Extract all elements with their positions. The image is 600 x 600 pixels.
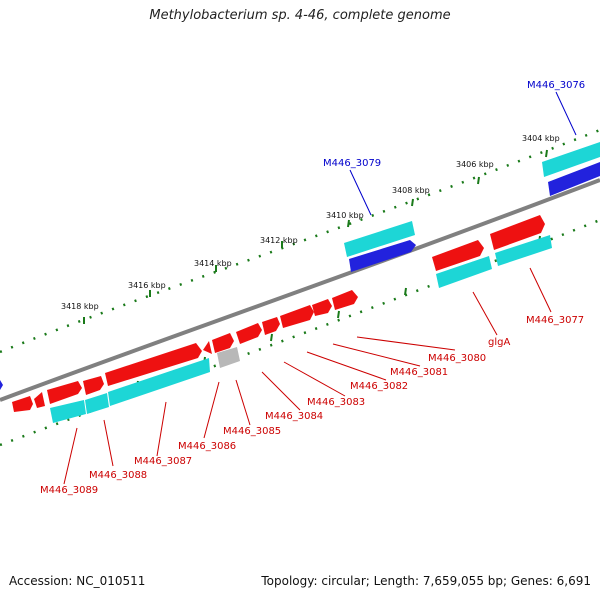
accession-text: Accession: NC_010511	[9, 574, 146, 588]
reverse-cds-3076[interactable]	[542, 142, 600, 177]
reverse-cds-3088[interactable]	[85, 393, 109, 414]
rna-feature-3079[interactable]	[349, 240, 416, 272]
tick-label-3410: 3410 kbp	[326, 211, 364, 220]
forward-cds-3084[interactable]	[236, 323, 262, 344]
gene-label-3085[interactable]: M446_3085	[223, 426, 281, 437]
outer-major-ticks	[83, 149, 548, 324]
rna-feature-left-edge[interactable]	[0, 380, 3, 390]
gene-label-3088[interactable]: M446_3088	[89, 470, 147, 481]
forward-cds-left-edge[interactable]	[12, 396, 33, 412]
reverse-cds-glgA[interactable]	[436, 256, 492, 288]
forward-cds-3085[interactable]	[212, 333, 234, 353]
gene-label-3081[interactable]: M446_3081	[390, 367, 448, 378]
forward-cds-3081[interactable]	[312, 299, 332, 316]
tick-label-3418: 3418 kbp	[61, 302, 99, 311]
gene-label-3089[interactable]: M446_3089	[40, 485, 98, 496]
reverse-cds-3079[interactable]	[344, 221, 415, 257]
gene-label-3077[interactable]: M446_3077	[526, 315, 584, 326]
genome-summary-text: Topology: circular; Length: 7,659,055 bp…	[261, 574, 591, 588]
forward-cds-3080[interactable]	[332, 290, 358, 310]
tick-label-3414: 3414 kbp	[194, 259, 232, 268]
gene-label-glgA[interactable]: glgA	[488, 337, 510, 348]
tick-label-3416: 3416 kbp	[128, 281, 166, 290]
gene-label-3082[interactable]: M446_3082	[350, 381, 408, 392]
forward-cds-3089[interactable]	[47, 381, 82, 404]
gene-label-3080[interactable]: M446_3080	[428, 353, 486, 364]
gene-label-3083[interactable]: M446_3083	[307, 397, 365, 408]
rna-feature-3076[interactable]	[548, 162, 600, 196]
gene-label-3076[interactable]: M446_3076	[527, 80, 585, 91]
forward-cds-3083[interactable]	[262, 317, 280, 335]
forward-cds-3077[interactable]	[490, 215, 545, 250]
tick-label-3406: 3406 kbp	[456, 160, 494, 169]
forward-cds-3087[interactable]	[105, 343, 202, 386]
reverse-cds-3089[interactable]	[50, 400, 86, 423]
forward-cds-glgA[interactable]	[432, 240, 484, 271]
gene-label-3087[interactable]: M446_3087	[134, 456, 192, 467]
tick-label-3412: 3412 kbp	[260, 236, 298, 245]
tick-label-3408: 3408 kbp	[392, 186, 430, 195]
tick-label-3404: 3404 kbp	[522, 134, 560, 143]
gene-label-3086[interactable]: M446_3086	[178, 441, 236, 452]
map-title: Methylobacterium sp. 4-46, complete geno…	[149, 8, 451, 23]
forward-cds-3082[interactable]	[280, 305, 314, 328]
forward-cds-3086[interactable]	[203, 341, 212, 354]
reverse-cds-3087[interactable]	[108, 358, 210, 406]
gene-label-3079[interactable]: M446_3079	[323, 158, 381, 169]
genome-backbone	[0, 178, 600, 402]
gene-label-3084[interactable]: M446_3084	[265, 411, 323, 422]
reverse-cds-3077[interactable]	[495, 235, 552, 266]
callout-lines	[63, 91, 577, 485]
forward-cds-3090[interactable]	[34, 392, 45, 408]
pseudo-feature-3085[interactable]	[217, 347, 240, 368]
forward-cds-3088[interactable]	[83, 376, 104, 395]
